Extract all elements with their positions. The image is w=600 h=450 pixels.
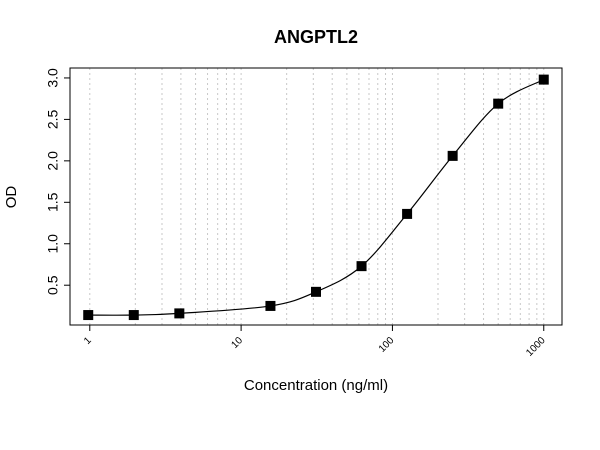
y-tick-label: 1.0 (45, 234, 61, 254)
point (83, 310, 94, 321)
point (447, 150, 458, 161)
x-tick-label: 10 (229, 335, 245, 351)
chart-title: ANGPTL2 (274, 27, 358, 47)
point (174, 308, 185, 319)
y-tick-label: 2.0 (45, 151, 61, 171)
y-axis-label: OD (3, 186, 20, 209)
x-tick-label: 100 (377, 335, 397, 355)
y-tick-label: 3.0 (45, 68, 61, 88)
x-tick-label: 1000 (524, 335, 548, 359)
y-tick-label: 0.5 (45, 275, 61, 295)
plot-frame (69, 67, 563, 326)
point (310, 286, 321, 297)
point (265, 300, 276, 311)
y-tick-label: 2.5 (45, 109, 61, 129)
fit-curve (88, 79, 545, 316)
point (538, 74, 549, 85)
x-axis-label: Concentration (ng/ml) (244, 377, 388, 394)
point (356, 261, 367, 272)
point (128, 310, 139, 321)
point (402, 208, 413, 219)
point (493, 98, 504, 109)
y-tick-label: 1.5 (45, 192, 61, 212)
x-tick-label: 1 (82, 335, 94, 347)
